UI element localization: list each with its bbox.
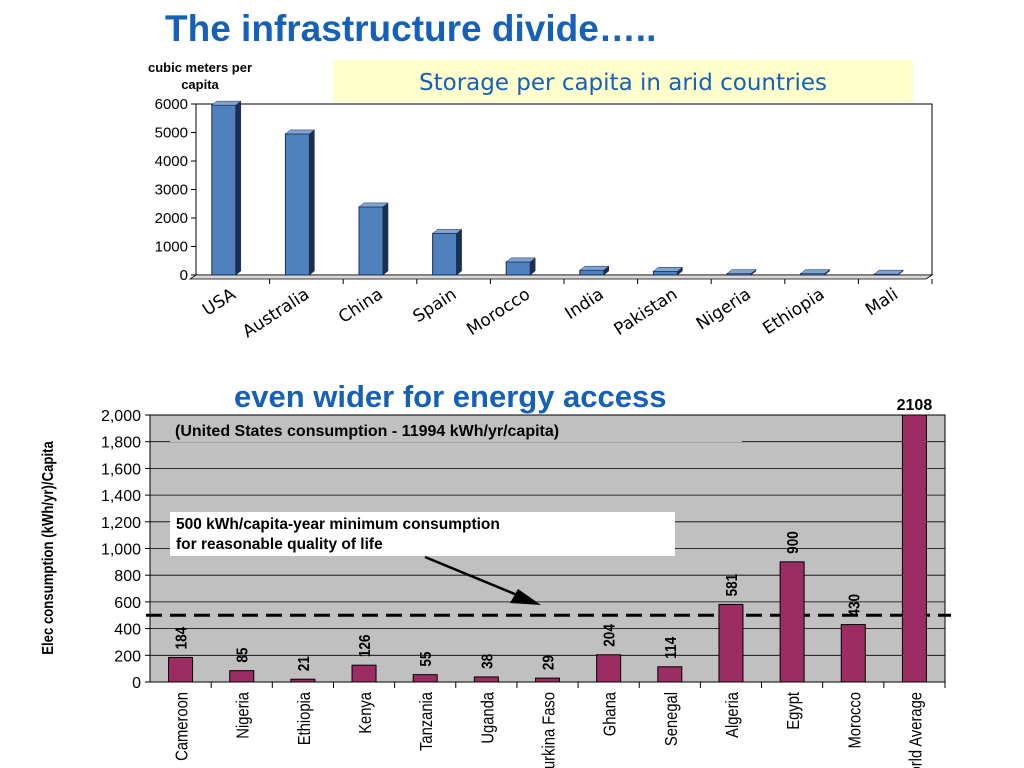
data-label: 430 xyxy=(846,594,863,617)
plot-area xyxy=(195,103,933,276)
y-tick-label: 0 xyxy=(132,675,141,692)
y-tick-label: 6000 xyxy=(155,96,188,113)
bar xyxy=(284,129,316,276)
chart-floor xyxy=(188,274,934,280)
x-tick-label: Burkina Faso xyxy=(539,692,559,768)
x-tick-label: Senegal xyxy=(661,692,681,746)
y-axis-label: cubic meters per capita xyxy=(148,60,252,92)
bar xyxy=(799,269,831,276)
bar-top xyxy=(358,202,389,208)
min-note-line-2: for reasonable quality of life xyxy=(176,536,383,553)
y-tick-label: 2,000 xyxy=(101,408,141,425)
x-tick-label: Cameroon xyxy=(172,692,192,761)
data-label: 38 xyxy=(479,654,496,669)
bar xyxy=(473,676,499,683)
bar-top xyxy=(284,129,316,135)
us-note-box xyxy=(170,420,742,442)
bar-front xyxy=(284,133,310,276)
chart-title-box xyxy=(333,60,913,102)
y-tick-label: 200 xyxy=(114,648,141,665)
bar-top xyxy=(211,100,242,106)
bar xyxy=(358,202,389,276)
data-label: 581 xyxy=(724,574,741,597)
bar-top xyxy=(726,269,757,274)
x-tick-label: Tanzania xyxy=(417,691,437,751)
bar-top xyxy=(579,265,610,271)
annotation-arrowhead xyxy=(510,589,541,605)
data-label: 21 xyxy=(296,656,313,671)
bar-top xyxy=(431,229,463,234)
x-tick-label: Kenya xyxy=(356,691,376,734)
bar xyxy=(901,414,927,683)
data-label: 900 xyxy=(785,531,802,554)
bar-top xyxy=(799,269,831,274)
bar-front xyxy=(358,206,384,276)
bar-top xyxy=(505,257,536,263)
bar xyxy=(290,678,316,683)
x-tick-label: Nigeria xyxy=(233,691,253,738)
x-tick-label: World Average xyxy=(906,692,926,768)
bar xyxy=(535,677,560,683)
x-tick-label: Ethiopia xyxy=(295,691,315,745)
bar xyxy=(431,228,463,276)
y-tick-label: 800 xyxy=(114,568,141,585)
data-label: 29 xyxy=(541,655,558,670)
x-tick-label: Algeria xyxy=(723,691,743,738)
min-note-box xyxy=(170,512,675,556)
y-tick-label: 3000 xyxy=(155,182,188,199)
data-label: 2108 xyxy=(897,397,933,414)
data-label: 55 xyxy=(418,652,435,667)
bar xyxy=(229,670,255,683)
bar-top xyxy=(873,269,904,275)
y-tick-label: 1,200 xyxy=(101,515,141,532)
y-tick-label: 2000 xyxy=(155,210,188,227)
storage-chart: Storage per capita in arid countries cubi… xyxy=(148,60,934,342)
us-consumption-note: (United States consumption - 11994 kWh/y… xyxy=(175,423,559,440)
y-tick-label: 1,000 xyxy=(101,542,141,559)
data-label: 85 xyxy=(235,648,252,663)
bar xyxy=(657,666,683,683)
bar xyxy=(579,265,610,276)
y-tick-label: 4000 xyxy=(155,153,188,170)
y-axis-label: Elec consumption (kWh/yr)/Capita xyxy=(40,440,57,655)
bar xyxy=(351,664,377,683)
slide-title: The infrastructure divide….. xyxy=(165,8,657,49)
y-tick-label: 0 xyxy=(180,267,188,284)
min-note-line-1: 500 kWh/capita-year minimum consumption xyxy=(176,516,500,533)
y-tick-label: 400 xyxy=(114,622,141,639)
x-tick-label: Egypt xyxy=(784,692,804,730)
bar xyxy=(596,654,622,683)
bar xyxy=(168,656,194,683)
y-tick-label: 1,800 xyxy=(101,435,141,452)
bar xyxy=(840,624,866,683)
data-label: 126 xyxy=(357,635,374,658)
bar xyxy=(652,266,684,276)
bar xyxy=(718,603,744,683)
data-label: 204 xyxy=(602,623,619,646)
bar xyxy=(873,269,904,276)
chart-title: Storage per capita in arid countries xyxy=(419,70,827,96)
y-tick-label: 1,600 xyxy=(101,461,141,478)
x-tick-label: Ghana xyxy=(600,691,620,736)
y-tick-label: 1,400 xyxy=(101,488,141,505)
slide-subtitle: even wider for energy access xyxy=(234,379,667,414)
bar xyxy=(505,257,536,276)
y-tick-label: 5000 xyxy=(155,125,188,142)
bar xyxy=(412,674,438,683)
bar xyxy=(726,269,757,276)
data-label: 184 xyxy=(174,626,191,649)
bar xyxy=(779,561,805,683)
x-tick-label: Uganda xyxy=(478,691,498,743)
x-tick-label: Morocco xyxy=(845,692,865,749)
y-tick-label: 1000 xyxy=(155,239,188,256)
annotation-arrow xyxy=(424,555,523,599)
bar-front xyxy=(211,104,237,276)
bar-top xyxy=(652,267,684,272)
y-tick-label: 600 xyxy=(114,595,141,612)
bar xyxy=(211,100,242,276)
data-label: 114 xyxy=(663,636,680,659)
